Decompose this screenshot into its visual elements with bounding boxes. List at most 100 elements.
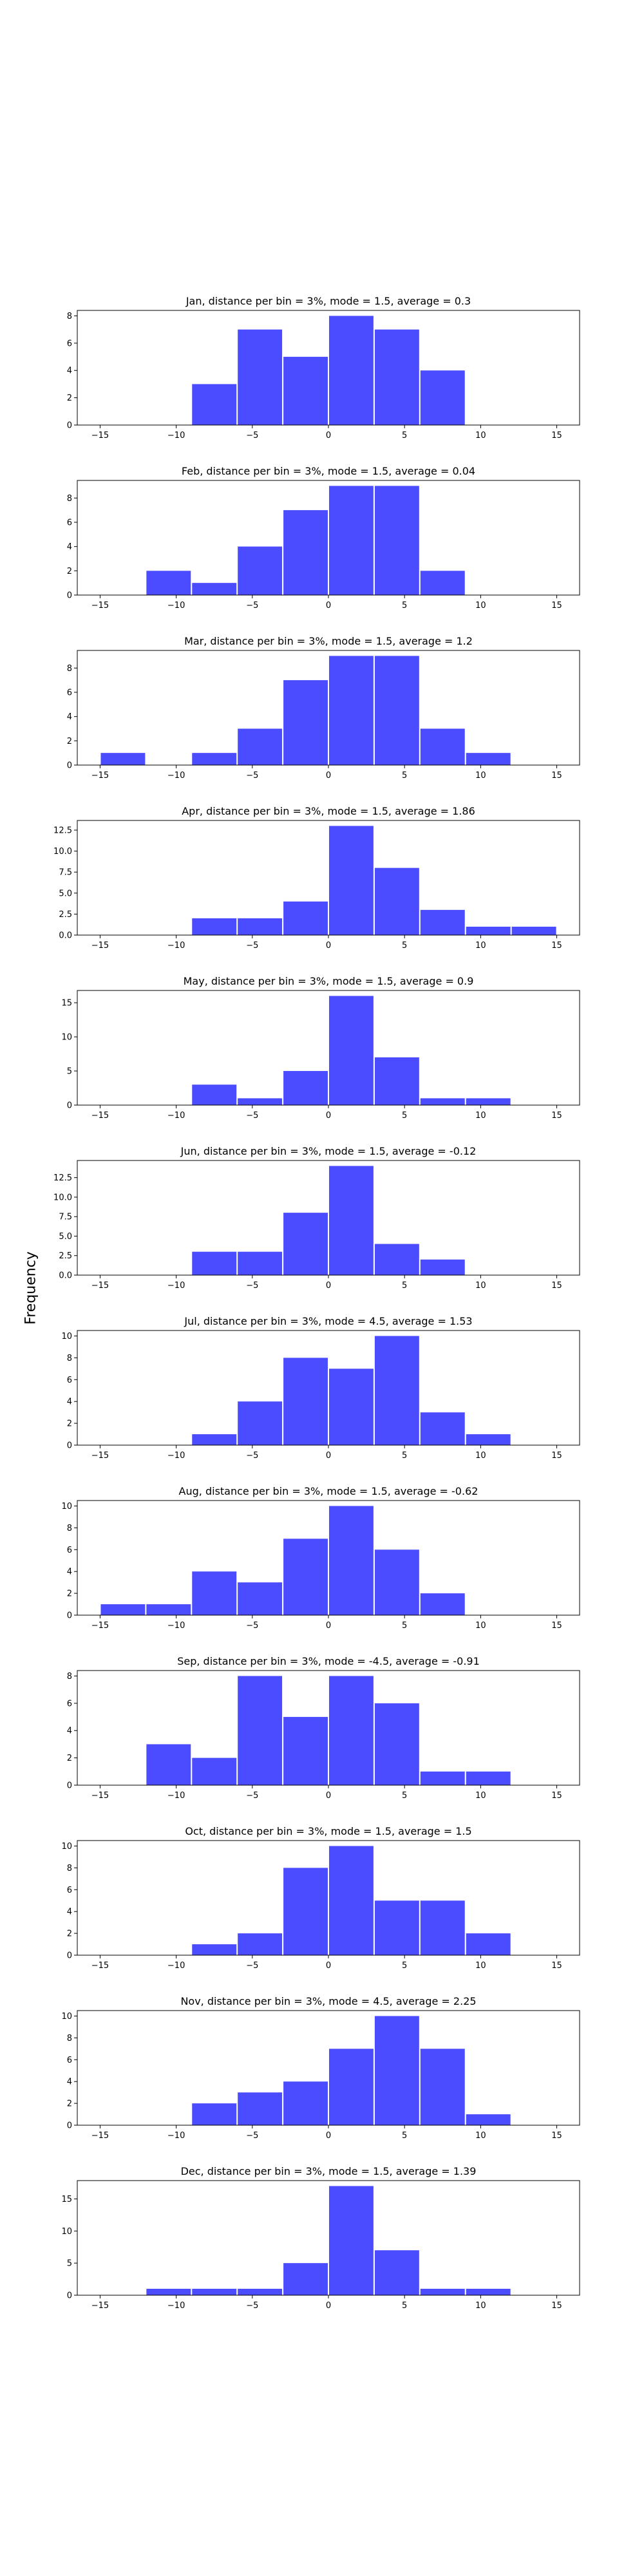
histogram-bar [329,1846,374,1955]
histogram-bar [511,926,556,935]
y-tick-label: 5.0 [59,1232,72,1242]
panel-title: Oct, distance per bin = 3%, mode = 1.5, … [185,1825,471,1837]
x-tick-label: 0 [326,2301,331,2311]
histogram-bar [466,1098,511,1105]
x-tick-label: −5 [246,1281,258,1291]
panel-title: Jun, distance per bin = 3%, mode = 1.5, … [180,1145,477,1157]
x-tick-label: 0 [326,1111,331,1121]
histogram-bar [374,867,419,935]
x-tick-label: 15 [551,2301,562,2311]
x-tick-label: 15 [551,1621,562,1631]
histogram-bar [329,656,374,765]
histogram-bar [283,357,328,425]
x-tick-label: 15 [551,941,562,951]
x-tick-label: −5 [246,1111,258,1121]
x-tick-label: 0 [326,431,331,440]
panel-title: Mar, distance per bin = 3%, mode = 1.5, … [184,635,473,647]
histogram-panel: Mar, distance per bin = 3%, mode = 1.5, … [67,635,580,781]
x-tick-label: 0 [326,1621,331,1631]
x-tick-label: −15 [91,2131,109,2141]
y-tick-label: 4 [67,1397,72,1407]
histogram-bar [100,753,146,765]
y-tick-label: 5 [67,1067,72,1077]
histogram-bar [374,1057,419,1105]
y-tick-label: 0 [67,1441,72,1451]
x-tick-label: 10 [475,1451,486,1461]
histogram-bar [146,1604,191,1615]
histogram-bar [192,1571,237,1615]
x-tick-label: −10 [167,941,185,951]
histogram-bar [374,2250,419,2295]
histogram-bar [329,1368,374,1445]
histogram-bar [420,370,465,425]
x-tick-label: −15 [91,1791,109,1801]
y-tick-label: 8 [67,1672,72,1681]
histogram-bar [146,2289,191,2295]
y-tick-label: 2 [67,1419,72,1429]
histogram-panel: Jun, distance per bin = 3%, mode = 1.5, … [53,1145,580,1291]
y-tick-label: 8 [67,312,72,321]
y-tick-label: 8 [67,1354,72,1363]
histogram-bar [420,2289,465,2295]
y-tick-label: 4 [67,1727,72,1736]
histogram-bar [146,1744,191,1785]
x-tick-label: 5 [402,1961,407,1971]
histogram-bar [329,2186,374,2295]
histogram-bar [192,2103,237,2125]
x-tick-label: 10 [475,1111,486,1121]
y-tick-label: 0.0 [59,931,72,941]
histogram-bar [329,1166,374,1275]
histogram-bar [238,728,283,765]
x-tick-label: −10 [167,2301,185,2311]
histogram-bar [420,571,465,595]
histogram-bar [420,1259,465,1275]
axes-frame [77,990,580,1106]
x-tick-label: 15 [551,1451,562,1461]
x-tick-label: 0 [326,771,331,781]
y-tick-label: 10 [61,1842,72,1852]
histogram-bar [374,1703,419,1785]
y-axis-label: Frequency [23,1251,39,1325]
y-tick-label: 10 [61,2012,72,2022]
x-tick-label: −15 [91,941,109,951]
histogram-bar [238,2289,283,2295]
x-tick-label: 10 [475,1961,486,1971]
histogram-bar [283,901,328,935]
x-tick-label: −10 [167,601,185,611]
x-tick-label: −5 [246,1621,258,1631]
x-tick-label: −15 [91,1111,109,1121]
histogram-panel: Feb, distance per bin = 3%, mode = 1.5, … [67,465,580,611]
x-tick-label: 5 [402,2301,407,2311]
axes-frame [77,820,580,936]
x-tick-label: 10 [475,431,486,440]
y-tick-label: 10 [61,1502,72,1511]
y-tick-label: 0.0 [59,1271,72,1281]
y-tick-label: 2 [67,737,72,746]
y-tick-label: 4 [67,712,72,722]
histogram-bar [374,2016,419,2125]
x-tick-label: −10 [167,1111,185,1121]
histogram-bar [420,1098,465,1105]
y-tick-label: 10.0 [53,1193,72,1202]
panel-title: Jul, distance per bin = 3%, mode = 4.5, … [184,1315,472,1327]
y-tick-label: 0 [67,591,72,601]
x-tick-label: −10 [167,1791,185,1801]
histogram-bar [283,510,328,595]
x-tick-label: −5 [246,431,258,440]
y-tick-label: 0 [67,1951,72,1961]
histogram-bar [420,909,465,935]
y-tick-label: 0 [67,421,72,431]
x-tick-label: 5 [402,2131,407,2141]
histogram-panel: Aug, distance per bin = 3%, mode = 1.5, … [61,1485,580,1631]
histogram-bar [329,996,374,1105]
histogram-bar [192,1434,237,1445]
x-tick-label: 10 [475,601,486,611]
x-tick-label: 10 [475,1281,486,1291]
y-tick-label: 4 [67,366,72,376]
histogram-bar [238,546,283,595]
histogram-bar [374,329,419,425]
x-tick-label: −15 [91,771,109,781]
histogram-bar [374,486,419,595]
histogram-bar [466,1771,511,1785]
